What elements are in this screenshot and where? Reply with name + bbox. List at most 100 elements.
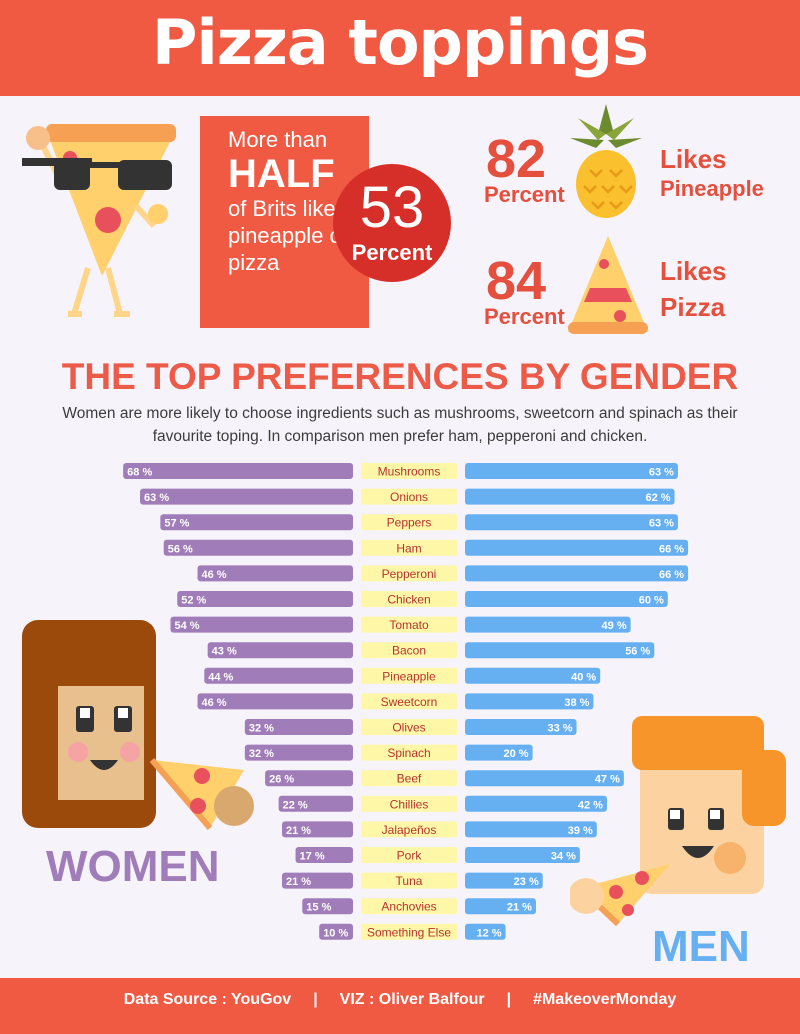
- category-label-box: [361, 847, 457, 863]
- women-bar: [177, 591, 353, 607]
- half-stat-more-than: More than: [228, 127, 328, 152]
- stat-84-label-line1: Likes: [660, 256, 727, 286]
- category-label: Ham: [396, 541, 421, 555]
- category-label-box: [361, 719, 457, 735]
- women-bar: [265, 770, 353, 787]
- men-bar: [465, 667, 601, 684]
- women-bar: [160, 514, 353, 531]
- stat-82-number: 82: [486, 129, 547, 189]
- men-bar-value-label: 23 %: [514, 876, 539, 888]
- women-bar-value-label: 46 %: [202, 569, 227, 581]
- men-bar-value-label: 60 %: [639, 595, 664, 607]
- women-bar: [204, 667, 353, 684]
- men-bar-value-label: 12 %: [476, 927, 501, 939]
- men-bar: [465, 719, 577, 735]
- footer-viz: VIZ : Oliver Balfour: [339, 991, 485, 1008]
- category-label: Onions: [390, 490, 428, 504]
- women-bar: [207, 642, 353, 659]
- men-bar-value-label: 39 %: [568, 825, 593, 837]
- women-bar-value-label: 56 %: [168, 543, 193, 555]
- footer-tag: #MakeoverMonday: [533, 991, 677, 1008]
- women-bar-value-label: 26 %: [269, 774, 294, 786]
- category-label-box: [361, 744, 457, 761]
- women-bar-value-label: 43 %: [212, 646, 237, 658]
- men-bar-value-label: 63 %: [649, 518, 674, 530]
- men-bar: [465, 514, 678, 531]
- men-bar-value-label: 34 %: [551, 851, 576, 863]
- women-bar-value-label: 15 %: [306, 902, 331, 914]
- men-bar: [465, 847, 580, 863]
- men-bar-value-label: 49 %: [602, 620, 627, 632]
- section-title: THE TOP PREFERENCES BY GENDER: [61, 356, 739, 397]
- men-bar: [465, 795, 607, 812]
- men-bar-value-label: 40 %: [571, 671, 596, 683]
- category-label-box: [361, 488, 457, 505]
- women-label: WOMEN: [46, 842, 220, 891]
- men-bar-value-label: 21 %: [507, 902, 532, 914]
- category-label-box: [361, 539, 457, 556]
- category-label: Sweetcorn: [381, 695, 438, 709]
- stat-82-percent-label: Percent: [484, 182, 565, 207]
- category-label-box: [361, 591, 457, 607]
- women-bar-value-label: 57 %: [164, 518, 189, 530]
- women-bar-value-label: 22 %: [283, 799, 308, 811]
- men-bar-value-label: 33 %: [547, 723, 572, 735]
- stat-84-percent-label: Percent: [484, 304, 565, 329]
- stat-53-circle: [333, 164, 451, 282]
- women-bar: [163, 539, 353, 556]
- category-label-box: [361, 693, 457, 710]
- men-bar-value-label: 66 %: [659, 543, 684, 555]
- half-stat-half: HALF: [228, 152, 335, 196]
- category-label: Tomato: [389, 618, 429, 632]
- stat-53-number: 53: [359, 175, 425, 240]
- women-bar-value-label: 32 %: [249, 748, 274, 760]
- men-bar: [465, 770, 624, 787]
- men-bar-value-label: 66 %: [659, 569, 684, 581]
- women-bar-value-label: 21 %: [286, 825, 311, 837]
- category-label-box: [361, 565, 457, 582]
- category-label-box: [361, 898, 457, 915]
- footer-separator: |: [313, 991, 318, 1008]
- men-bar: [465, 616, 631, 633]
- women-bar: [278, 795, 353, 812]
- stat-84-number: 84: [486, 251, 547, 311]
- category-label-box: [361, 923, 457, 940]
- page-title: Pizza toppings: [152, 6, 649, 79]
- women-bar: [302, 898, 353, 915]
- women-bar-value-label: 17 %: [300, 851, 325, 863]
- men-bar-value-label: 56 %: [625, 646, 650, 658]
- men-bar: [465, 488, 675, 505]
- category-label: Pineapple: [382, 669, 436, 683]
- category-label: Bacon: [392, 644, 426, 658]
- women-bar: [140, 488, 353, 505]
- section-subtitle: Women are more likely to choose ingredie…: [62, 405, 738, 445]
- women-bar-value-label: 52 %: [181, 595, 206, 607]
- men-bar-value-label: 63 %: [649, 467, 674, 479]
- men-bar-value-label: 62 %: [645, 492, 670, 504]
- men-bar: [465, 923, 506, 940]
- stat-84-label-line2: Pizza: [660, 292, 726, 322]
- stat-82-label-line2: Pineapple: [660, 176, 764, 201]
- men-bar-value-label: 20 %: [504, 748, 529, 760]
- women-bar-value-label: 68 %: [127, 467, 152, 479]
- women-bar: [282, 872, 353, 889]
- category-label-box: [361, 667, 457, 684]
- category-label: Pepperoni: [382, 567, 437, 581]
- women-bar: [244, 744, 353, 761]
- men-bar: [465, 463, 678, 479]
- women-bar: [170, 616, 353, 633]
- category-label: Anchovies: [381, 900, 436, 914]
- women-bar-value-label: 44 %: [208, 671, 233, 683]
- gender-bar-chart: 68 % Mushrooms 63 % 63 % Onions 62 % 57 % Peppe…: [123, 463, 689, 940]
- men-bar-value-label: 38 %: [564, 697, 589, 709]
- women-bar: [197, 693, 353, 710]
- category-label: Spinach: [387, 746, 430, 760]
- category-label-box: [361, 642, 457, 659]
- category-label: Jalapeños: [382, 823, 437, 837]
- category-label-box: [361, 770, 457, 787]
- footer-text: Data Source : YouGov | VIZ : Oliver Balfou…: [0, 991, 800, 1009]
- footer-source: Data Source : YouGov: [123, 991, 292, 1008]
- footer-bar: [0, 978, 800, 1034]
- men-bar: [465, 872, 543, 889]
- category-label: Pork: [397, 849, 423, 863]
